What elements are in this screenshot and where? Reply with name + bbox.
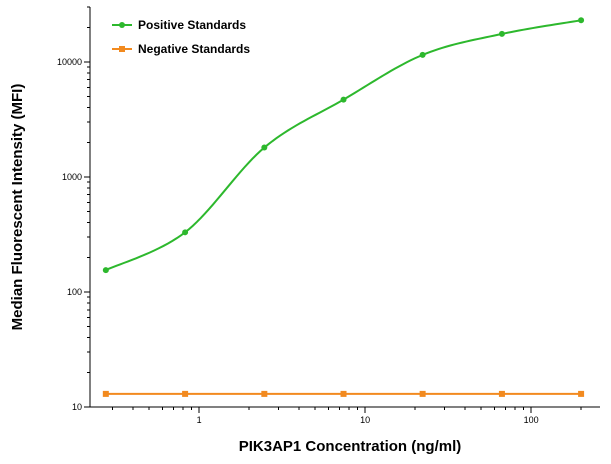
legend-swatch-marker bbox=[119, 22, 125, 28]
data-point bbox=[261, 390, 268, 397]
series-positive-standards bbox=[102, 17, 585, 274]
x-tick-label: 1 bbox=[197, 415, 202, 425]
legend-item: Positive Standards bbox=[112, 18, 246, 32]
data-point bbox=[182, 390, 189, 397]
legend-label: Positive Standards bbox=[138, 18, 246, 32]
x-tick-label: 10 bbox=[360, 415, 370, 425]
legend-label: Negative Standards bbox=[138, 42, 250, 56]
data-point bbox=[261, 144, 268, 151]
legend-item: Negative Standards bbox=[112, 42, 250, 56]
data-point bbox=[419, 390, 426, 397]
ticks-layer: 10 100 1000 10000 1 10 100 bbox=[57, 6, 582, 425]
y-tick-label: 10000 bbox=[57, 57, 82, 67]
data-point bbox=[498, 30, 505, 37]
data-point bbox=[102, 390, 109, 397]
data-point bbox=[340, 96, 347, 103]
data-point bbox=[498, 390, 505, 397]
data-point bbox=[578, 17, 585, 24]
y-tick-label: 100 bbox=[67, 287, 82, 297]
legend: Positive Standards Negative Standards bbox=[112, 18, 250, 56]
data-point bbox=[182, 229, 189, 236]
data-point bbox=[578, 390, 585, 397]
legend-swatch-marker bbox=[119, 46, 125, 52]
x-axis-title: PIK3AP1 Concentration (ng/ml) bbox=[239, 438, 462, 455]
y-tick-label: 10 bbox=[72, 402, 82, 412]
data-point bbox=[419, 51, 426, 58]
axes-layer bbox=[89, 7, 600, 408]
series-layer bbox=[102, 17, 585, 397]
x-tick-label: 100 bbox=[524, 415, 539, 425]
y-axis-title: Median Fluorescent Intensity (MFI) bbox=[9, 84, 26, 331]
series-line bbox=[105, 19, 580, 271]
data-point bbox=[102, 267, 109, 274]
y-tick-label: 1000 bbox=[62, 172, 82, 182]
series-negative-standards bbox=[102, 390, 585, 397]
data-point bbox=[340, 390, 347, 397]
